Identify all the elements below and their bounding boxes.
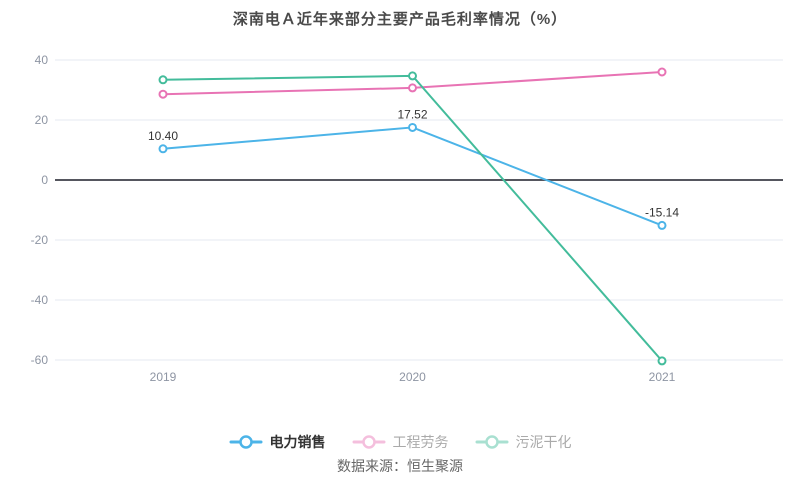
data-source: 数据来源：恒生聚源 [337, 458, 463, 474]
y-axis-tick-label: 20 [35, 113, 49, 127]
series-line-power-sales [162, 126, 663, 227]
data-point-label: 10.40 [148, 129, 178, 143]
legend-item-engineering-labor[interactable]: 工程劳务 [352, 432, 449, 452]
chart-title: 深南电Ａ近年来部分主要产品毛利率情况（%） [232, 11, 568, 28]
y-axis-tick-label: -40 [31, 293, 49, 307]
x-axis-label: 2021 [649, 370, 676, 384]
data-point-engineering-labor[interactable] [657, 67, 667, 77]
legend-item-power-sales[interactable]: 电力销售 [229, 432, 326, 452]
line-marker-icon [352, 435, 385, 449]
data-point-sludge-drying[interactable] [657, 356, 667, 366]
legend-item-sludge-drying[interactable]: 污泥干化 [475, 432, 572, 452]
y-axis-tick-label: -20 [31, 233, 49, 247]
data-point-label: -15.14 [645, 205, 679, 219]
x-axis-label: 2020 [399, 370, 426, 384]
data-point-power-sales[interactable] [158, 144, 168, 154]
data-point-engineering-labor[interactable] [408, 83, 417, 93]
x-axis-label: 2019 [150, 370, 177, 384]
line-chart-plot: 40 20 0 -20 -40 -60 2019 2020 2021 10.40 17.52 -15.… [31, 53, 783, 384]
legend-label: 工程劳务 [392, 434, 449, 450]
data-point-engineering-labor[interactable] [158, 89, 168, 99]
y-axis-tick-label: -60 [31, 353, 49, 367]
data-point-power-sales[interactable] [657, 220, 667, 230]
line-marker-icon [229, 435, 262, 449]
line-marker-icon [475, 435, 508, 449]
legend-label: 污泥干化 [515, 434, 572, 450]
data-point-sludge-drying[interactable] [158, 75, 168, 85]
y-axis-tick-label: 40 [35, 53, 49, 67]
chart-legend: 电力销售 工程劳务 污泥干化 [0, 431, 800, 453]
y-axis-tick-label: 0 [41, 173, 48, 187]
data-point-power-sales[interactable] [408, 122, 417, 132]
data-point-sludge-drying[interactable] [408, 71, 417, 81]
legend-label: 电力销售 [269, 434, 326, 450]
data-point-label: 17.52 [397, 107, 427, 121]
